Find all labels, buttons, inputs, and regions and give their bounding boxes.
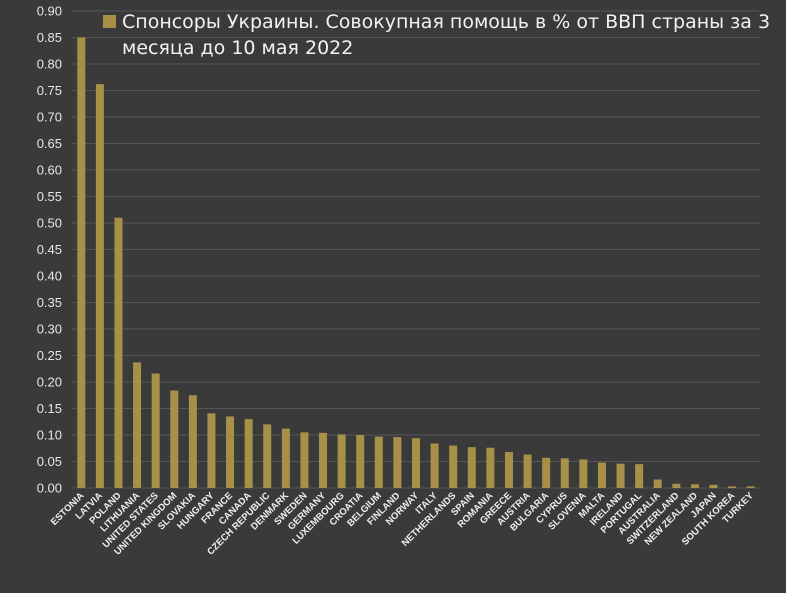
y-tick-label: 0.85 (37, 30, 62, 45)
bar (188, 395, 197, 488)
y-axis-ticks: 0.00 0.05 0.10 0.15 0.20 0.25 0.30 0.35 0.40 0.45… (37, 4, 62, 496)
y-tick-label: 0.10 (37, 428, 62, 443)
y-tick-label: 0.05 (37, 454, 62, 469)
bar (597, 462, 606, 488)
y-tick-label: 0.60 (37, 163, 62, 178)
y-tick-label: 0.90 (37, 4, 62, 19)
y-tick-label: 0.75 (37, 83, 62, 98)
bar (579, 459, 588, 488)
bar (114, 217, 123, 488)
bar (300, 432, 309, 488)
bar (635, 464, 644, 488)
bar (709, 484, 718, 488)
legend: Спонсоры Украины. Совокупная помощь в % … (103, 11, 770, 59)
bar (616, 463, 625, 488)
bar (77, 37, 86, 488)
y-tick-label: 0.15 (37, 401, 62, 416)
bar (746, 486, 755, 488)
bar (449, 445, 458, 488)
y-tick-label: 0.70 (37, 110, 62, 125)
y-tick-label: 0.20 (37, 375, 62, 390)
bar (244, 419, 253, 488)
bar (356, 435, 365, 488)
y-tick-label: 0.40 (37, 269, 62, 284)
bar (504, 451, 513, 488)
bar (337, 434, 346, 488)
bar (653, 479, 662, 488)
bar (207, 413, 216, 488)
bar (728, 486, 737, 488)
legend-line-1: Спонсоры Украины. Совокупная помощь в % … (122, 11, 770, 33)
bar (542, 457, 551, 488)
bar (672, 483, 681, 488)
y-tick-label: 0.55 (37, 189, 62, 204)
y-tick-label: 0.80 (37, 57, 62, 72)
y-tick-label: 0.65 (37, 136, 62, 151)
y-tick-label: 0.35 (37, 295, 62, 310)
bar (170, 390, 179, 488)
legend-swatch (103, 15, 116, 28)
bar (486, 447, 495, 488)
bar (393, 437, 402, 488)
y-tick-label: 0.50 (37, 216, 62, 231)
bar (467, 447, 476, 488)
bar (430, 443, 439, 488)
bar (412, 438, 420, 488)
bar (226, 416, 235, 488)
y-tick-label: 0.30 (37, 322, 62, 337)
legend-line-2: месяца до 10 мая 2022 (122, 37, 353, 59)
y-tick-label: 0.45 (37, 242, 62, 257)
bar (151, 373, 160, 488)
bar (560, 458, 569, 488)
bar (523, 454, 532, 488)
bar (690, 484, 699, 488)
bar (319, 432, 328, 488)
bar (95, 84, 104, 488)
bars (77, 37, 755, 488)
gridlines (72, 10, 760, 489)
bar (263, 424, 272, 488)
bar (281, 428, 290, 488)
bar (374, 436, 383, 488)
y-tick-label: 0.25 (37, 348, 62, 363)
bar (133, 362, 142, 488)
y-tick-label: 0.00 (37, 481, 62, 496)
